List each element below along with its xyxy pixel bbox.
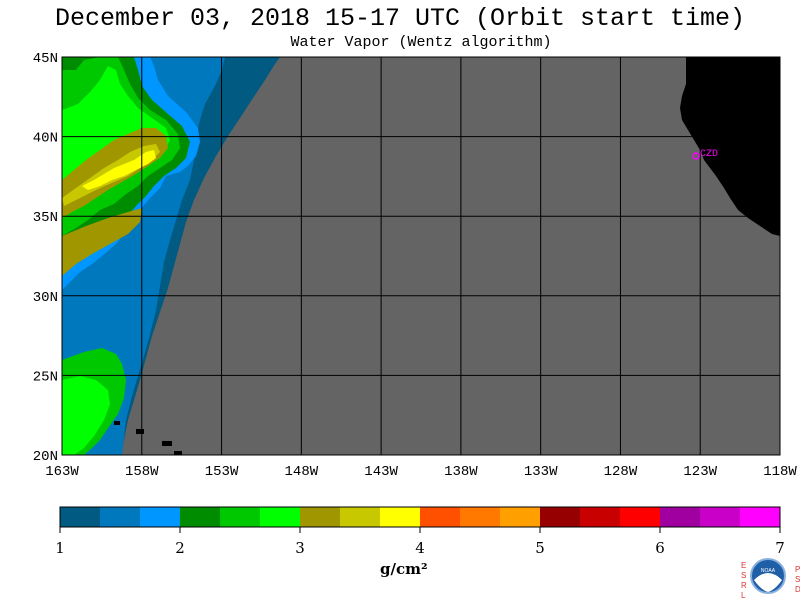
station-label: CZD [700,149,718,160]
hawaiian-islands [114,421,182,455]
map-panel: CZD [61,56,781,456]
colorbar-tick-label: 6 [655,539,665,557]
lat-label: 35N [33,210,58,226]
colorbar-cell [700,507,741,527]
station-marker [692,152,700,160]
colorbar-cell [660,507,701,527]
colorbar-cell [60,507,101,527]
colorbar-cell [340,507,381,527]
colorbar-cell [420,507,461,527]
colorbar-tick-label: 2 [175,539,185,557]
colorbar-cell [620,507,661,527]
latitude-labels: 45N 40N 35N 30N 25N 20N [33,51,58,465]
colorbar-cell [100,507,141,527]
colorbar-cell [460,507,501,527]
lon-label: 153W [205,464,239,480]
colorbar: 1 2 3 4 5 6 7 [55,506,785,557]
lon-label: 143W [364,464,398,480]
lon-label: 163W [45,464,79,480]
map-grid [62,57,780,455]
page-subtitle: Water Vapor (Wentz algorithm) [290,34,552,51]
map-border [61,56,781,456]
noaa-logo-text: NOAA [761,568,776,574]
colorbar-unit: g/cm² [380,560,428,578]
colorbar-cell [740,507,781,527]
colorbar-tick-label: 5 [535,539,545,557]
lon-label: 138W [444,464,478,480]
page-title: December 03, 2018 15-17 UTC (Orbit start… [54,4,746,33]
longitude-labels: 163W 158W 153W 148W 143W 138W 133W 128W 123W 118W [45,464,797,480]
lat-label: 25N [33,369,58,385]
lat-label: 20N [33,449,58,465]
colorbar-cell [540,507,581,527]
lat-label: 40N [33,131,58,147]
lon-label: 128W [604,464,638,480]
lat-label: 45N [33,51,58,67]
colorbar-cell [260,507,301,527]
colorbar-cell [580,507,621,527]
lat-label: 30N [33,290,58,306]
land-north-america [680,57,780,236]
colorbar-cell [220,507,261,527]
colorbar-cells [60,507,781,527]
colorbar-cell [500,507,541,527]
colorbar-cell [300,507,341,527]
lon-label: 118W [763,464,797,480]
colorbar-tick-label: 4 [415,539,425,557]
colorbar-cell [180,507,221,527]
lon-label: 133W [524,464,558,480]
colorbar-tick-label: 7 [775,539,785,557]
colorbar-cell [380,507,421,527]
colorbar-tick-label: 3 [295,539,305,557]
lon-label: 123W [683,464,717,480]
colorbar-cell [140,507,181,527]
colorbar-ticks: 1 2 3 4 5 6 7 [55,527,785,557]
colorbar-tick-label: 1 [55,539,65,557]
lon-label: 158W [125,464,159,480]
lon-label: 148W [285,464,319,480]
